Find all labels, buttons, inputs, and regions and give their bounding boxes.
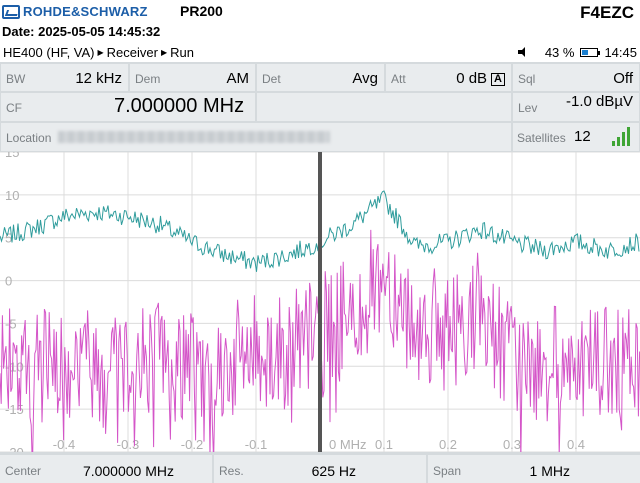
center-field[interactable]: Center 7.000000 MHz	[0, 455, 212, 483]
parameter-row: BW 12 kHz Dem AM Det Avg Att 0 dB A Sql O…	[0, 62, 640, 92]
lev-field[interactable]: Lev -1.0 dBµV	[513, 93, 639, 121]
cf-field[interactable]: CF 7.000000 MHz	[1, 93, 255, 121]
det-label: Det	[262, 72, 281, 86]
rohde-schwarz-logo-icon	[2, 4, 20, 19]
bw-value: 12 kHz	[75, 70, 122, 87]
callsign: F4EZC	[580, 3, 634, 22]
cf-label: CF	[6, 101, 22, 115]
dem-field[interactable]: Dem AM	[130, 64, 255, 91]
x-tick-label: 0.3	[503, 437, 521, 452]
center-label: Center	[5, 464, 42, 478]
y-tick-label: 5	[5, 231, 12, 246]
status-bar: HE400 (HF, VA) ▶ Receiver ▶ Run 43 % 14:…	[0, 42, 640, 62]
x-tick-label: -0.2	[181, 437, 203, 452]
x-tick-label: 0.2	[439, 437, 457, 452]
center-value: 7.000000 MHz	[82, 463, 174, 479]
res-field[interactable]: Res. 625 Hz	[214, 455, 426, 483]
att-value: 0 dB	[456, 70, 488, 87]
breadcrumb-item-mode[interactable]: Receiver	[106, 44, 158, 60]
chevron-right-icon: ▶	[160, 47, 168, 57]
res-value: 625 Hz	[311, 463, 356, 479]
lev-value: -1.0 dBµV	[565, 93, 633, 110]
speaker-icon[interactable]	[517, 46, 529, 58]
span-label: Span	[433, 464, 462, 478]
breadcrumb-item-antenna[interactable]: HE400 (HF, VA)	[3, 44, 95, 60]
att-field[interactable]: Att 0 dB A	[386, 64, 511, 91]
battery-percent: 43 %	[544, 44, 575, 60]
dem-value: AM	[226, 70, 250, 87]
cf-value: 7.000000 MHz	[114, 95, 245, 117]
signal-strength-icon	[612, 126, 632, 146]
chevron-right-icon: ▶	[97, 47, 104, 57]
location-label: Location	[6, 131, 52, 145]
det-value: Avg	[352, 70, 378, 87]
att-value-group: 0 dB A	[456, 70, 505, 87]
x-tick-label: -0.3	[117, 437, 139, 452]
y-tick-label: -15	[5, 402, 24, 417]
res-label: Res.	[219, 464, 244, 478]
sql-value: Off	[613, 70, 633, 87]
title-bar: ROHDE&SCHWARZ PR200 F4EZC	[0, 0, 640, 24]
battery-icon	[580, 47, 601, 57]
y-tick-label: 15	[5, 152, 19, 160]
span-field[interactable]: Span 1 MHz	[428, 455, 640, 483]
span-value: 1 MHz	[529, 463, 570, 479]
location-row: Location Satellites 12	[0, 122, 640, 152]
att-auto-badge: A	[491, 73, 505, 86]
x-tick-label: 0.1	[375, 437, 393, 452]
satellites-label: Satellites	[517, 131, 566, 145]
y-tick-label: -10	[5, 359, 24, 374]
location-value-redacted	[58, 131, 330, 143]
date-line: Date: 2025-05-05 14:45:32	[0, 24, 640, 42]
bw-field[interactable]: BW 12 kHz	[1, 64, 128, 91]
dem-label: Dem	[135, 72, 161, 86]
breadcrumb: HE400 (HF, VA) ▶ Receiver ▶ Run	[3, 45, 194, 60]
empty-field	[257, 93, 511, 121]
y-tick-label: 0	[5, 274, 12, 289]
y-tick-label: -5	[5, 316, 17, 331]
satellites-value: 12	[574, 128, 591, 145]
lev-label: Lev	[518, 101, 538, 115]
clock: 14:45	[604, 44, 637, 60]
x-tick-label: -0.1	[245, 437, 267, 452]
frequency-row: CF 7.000000 MHz Lev -1.0 dBµV	[0, 92, 640, 122]
x-tick-label: 0 MHz	[329, 437, 367, 452]
att-label: Att	[391, 72, 406, 86]
brand-name: ROHDE&SCHWARZ	[23, 4, 148, 19]
det-field[interactable]: Det Avg	[257, 64, 384, 91]
bw-label: BW	[6, 72, 26, 86]
breadcrumb-item-state[interactable]: Run	[170, 44, 194, 60]
sql-field[interactable]: Sql Off	[513, 64, 639, 91]
spectrum-chart[interactable]: 15 10 5 0 -5 -10 -15 -20 -0.4 -0.3 -0.2 -0.1 0 MHz 0…	[0, 152, 640, 452]
x-tick-label: -0.4	[53, 437, 75, 452]
location-field: Location	[1, 123, 511, 151]
brand: ROHDE&SCHWARZ	[2, 4, 148, 19]
footer-bar: Center 7.000000 MHz Res. 625 Hz Span 1 M…	[0, 452, 640, 483]
sql-label: Sql	[518, 72, 536, 86]
y-tick-label: 10	[5, 188, 19, 203]
y-tick-label: -20	[5, 445, 24, 452]
x-tick-label: 0.4	[567, 437, 585, 452]
device-name: PR200	[180, 3, 223, 19]
